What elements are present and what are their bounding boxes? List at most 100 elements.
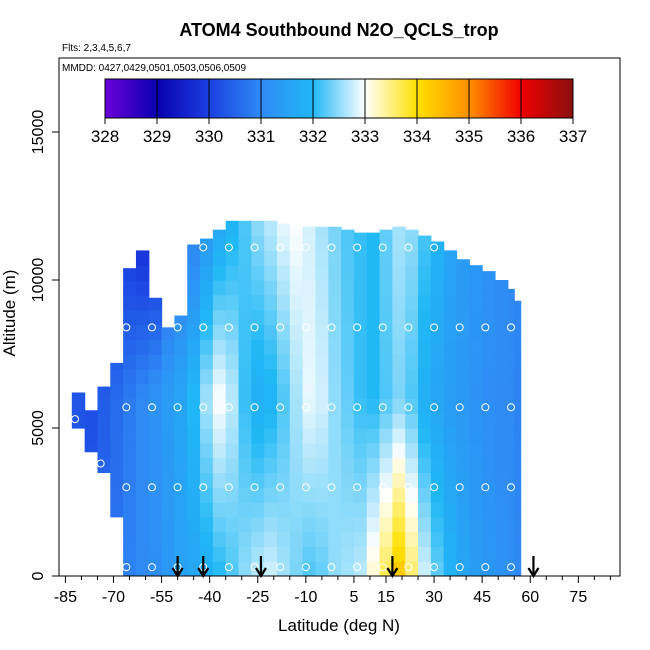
heatmap-cell [379, 280, 393, 296]
x-tick-label: 30 [425, 589, 443, 606]
heatmap-cell [514, 413, 522, 429]
heatmap-cell [328, 250, 342, 266]
heatmap-cell [276, 339, 291, 355]
heatmap-cell [456, 546, 470, 562]
heatmap-cell [123, 516, 137, 533]
heatmap-cell [110, 362, 124, 370]
heatmap-cell [289, 442, 304, 459]
heatmap-cell [482, 428, 496, 444]
heatmap-cell [123, 324, 137, 340]
sample-point [378, 403, 387, 412]
heatmap-cell [366, 398, 381, 414]
heatmap-cell [443, 354, 458, 370]
heatmap-cell [405, 229, 419, 237]
heatmap-cell [514, 531, 522, 547]
x-tick-label: 60 [521, 589, 539, 606]
heatmap-cell [392, 442, 406, 459]
heatmap-cell [443, 383, 458, 399]
heatmap-cell [238, 309, 252, 325]
heatmap-cell [353, 232, 368, 237]
heatmap-cell [238, 546, 252, 562]
heatmap-cell [212, 413, 227, 429]
heatmap-cell [200, 487, 214, 503]
heatmap-cell [507, 354, 515, 370]
heatmap-cell [84, 442, 99, 453]
heatmap-cell [366, 265, 381, 281]
heatmap-cell [187, 442, 201, 459]
heatmap-cell [289, 294, 304, 311]
heatmap-cell [514, 324, 522, 340]
heatmap-cell [392, 339, 406, 355]
heatmap-cell [341, 487, 355, 503]
heatmap-cell [225, 354, 240, 370]
sample-point [507, 323, 516, 332]
heatmap-cell [418, 502, 432, 518]
heatmap-cell [353, 354, 368, 370]
heatmap-cell [315, 457, 329, 473]
heatmap-cell [405, 457, 419, 473]
heatmap-cell [289, 472, 304, 488]
sample-point [250, 243, 259, 252]
heatmap-cell [443, 250, 458, 266]
heatmap-cell [225, 339, 240, 355]
heatmap-cell [366, 383, 381, 399]
heatmap-cell [405, 354, 419, 370]
heatmap-cell [366, 250, 381, 266]
heatmap-cell [289, 235, 304, 251]
heatmap-cell [225, 235, 240, 251]
heatmap-cell [225, 502, 240, 518]
heatmap-cell [494, 546, 509, 562]
heatmap-cell [161, 442, 175, 459]
heatmap-cell [251, 280, 265, 296]
heatmap-cell [443, 339, 458, 355]
heatmap-cell [200, 428, 214, 444]
sample-point [404, 483, 413, 492]
heatmap-cell [135, 413, 150, 429]
heatmap-cell [315, 250, 329, 266]
heatmap-cell [238, 250, 252, 266]
heatmap-cell [110, 457, 124, 473]
heatmap-cell [405, 280, 419, 296]
heatmap-cell [392, 546, 406, 562]
heatmap-cell [328, 280, 342, 296]
heatmap-cell [97, 442, 111, 459]
heatmap-cell [494, 383, 509, 399]
dates-note: MMDD: 0427,0429,0501,0503,0506,0509 [62, 63, 246, 74]
heatmap-cell [187, 472, 201, 488]
sample-point [147, 483, 156, 492]
heatmap-cell [315, 531, 329, 547]
heatmap-cell [514, 561, 522, 576]
sample-point [301, 403, 310, 412]
heatmap-cell [469, 502, 483, 518]
heatmap-cell [264, 354, 278, 370]
heatmap-cell [366, 487, 381, 503]
sample-point [122, 403, 131, 412]
heatmap-cell [264, 383, 278, 399]
heatmap-cell [328, 265, 342, 281]
sample-point [327, 323, 336, 332]
heatmap-cell [289, 250, 304, 266]
sample-point [507, 563, 516, 572]
heatmap-cell [123, 531, 137, 547]
sample-point [430, 243, 439, 252]
heatmap-cell [456, 487, 470, 503]
flights-note: Flts: 2,3,4,5,6,7 [62, 43, 131, 54]
heatmap-cell [225, 309, 240, 325]
heatmap-cell [482, 502, 496, 518]
heatmap-cell [456, 265, 470, 281]
colorbar-tick-label: 335 [455, 127, 483, 146]
heatmap-cell [456, 280, 470, 296]
heatmap-cell [225, 546, 240, 562]
heatmap-cell [302, 442, 317, 459]
heatmap-cell [289, 265, 304, 281]
heatmap-cell [353, 294, 368, 311]
heatmap-cell [405, 368, 419, 385]
heatmap-cell [392, 413, 406, 429]
heatmap-cell [123, 354, 137, 370]
heatmap-cell [469, 457, 483, 473]
colorbar-tick-label: 337 [559, 127, 587, 146]
colorbar-tick-label: 336 [507, 127, 535, 146]
heatmap-cell [418, 531, 432, 547]
heatmap-cell [97, 386, 111, 399]
heatmap-cell [148, 309, 163, 325]
